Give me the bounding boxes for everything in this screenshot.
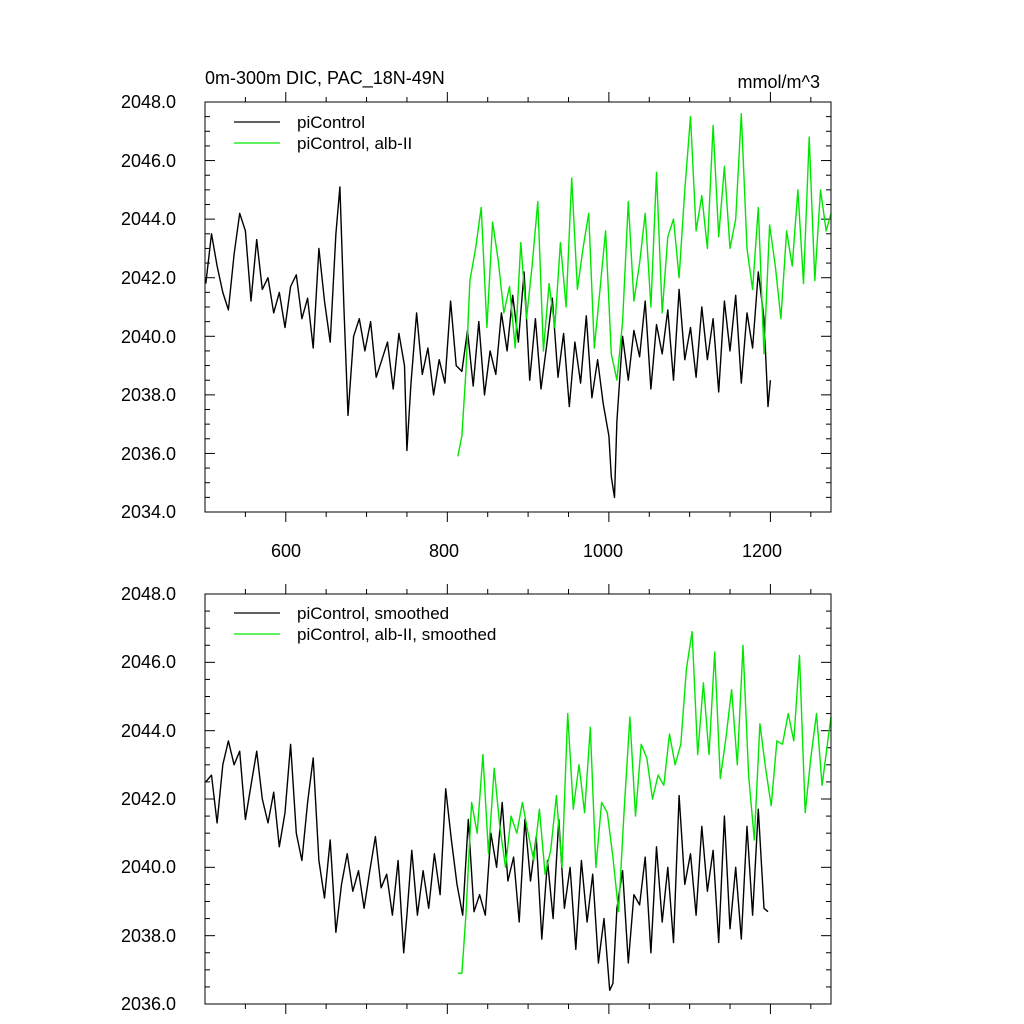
y-tick-labels: 2034.0 2036.0 2038.0 2040.0 2042.0 2044.… (121, 92, 176, 522)
x-tick-label: 1000 (583, 541, 623, 561)
y-tick-label: 2036.0 (121, 994, 176, 1014)
y-tick-label: 2036.0 (121, 444, 176, 464)
series-line-picontrol-smoothed (205, 740, 769, 991)
legend-label-alb: piControl, alb-II (297, 134, 412, 153)
axis-ticks (205, 92, 831, 522)
x-tick-label: 1200 (742, 541, 782, 561)
y-tick-label: 2048.0 (121, 584, 176, 604)
y-tick-label: 2040.0 (121, 327, 176, 347)
y-tick-label: 2034.0 (121, 502, 176, 522)
legend-label-picontrol: piControl (297, 113, 365, 132)
x-tick-labels: 600 800 1000 1200 (271, 541, 782, 561)
plot-frame (204, 593, 832, 1005)
legend-label-alb-smoothed: piControl, alb-II, smoothed (297, 625, 496, 644)
legend: piControl piControl, alb-II (234, 113, 412, 153)
y-tick-label: 2046.0 (121, 151, 176, 171)
y-tick-label: 2048.0 (121, 92, 176, 112)
y-tick-label: 2042.0 (121, 268, 176, 288)
y-tick-label: 2038.0 (121, 385, 176, 405)
chart-title: 0m-300m DIC, PAC_18N-49N (205, 68, 445, 89)
plot-frame (204, 101, 832, 513)
y-tick-label: 2042.0 (121, 789, 176, 809)
legend-label-picontrol-smoothed: piControl, smoothed (297, 604, 449, 623)
series-lines (205, 630, 832, 991)
legend: piControl, smoothed piControl, alb-II, s… (234, 604, 496, 644)
axis-ticks (205, 584, 831, 1014)
y-tick-label: 2044.0 (121, 721, 176, 741)
panel-bottom: 2036.0 2038.0 2040.0 2042.0 2044.0 2046.… (121, 584, 832, 1014)
units-label: mmol/m^3 (738, 72, 820, 92)
y-tick-labels: 2036.0 2038.0 2040.0 2042.0 2044.0 2046.… (121, 584, 176, 1014)
panel-top: 0m-300m DIC, PAC_18N-49N mmol/m^3 2034.0… (121, 68, 832, 561)
x-tick-label: 800 (429, 541, 459, 561)
series-line-picontrol-alb-ii (457, 112, 832, 457)
y-tick-label: 2040.0 (121, 857, 176, 877)
series-line-picontrol (205, 186, 772, 499)
series-lines (205, 112, 832, 499)
series-line-picontrol-alb-ii-smoothed (457, 630, 832, 974)
y-tick-label: 2046.0 (121, 652, 176, 672)
y-tick-label: 2044.0 (121, 209, 176, 229)
y-tick-label: 2038.0 (121, 926, 176, 946)
x-tick-label: 600 (271, 541, 301, 561)
